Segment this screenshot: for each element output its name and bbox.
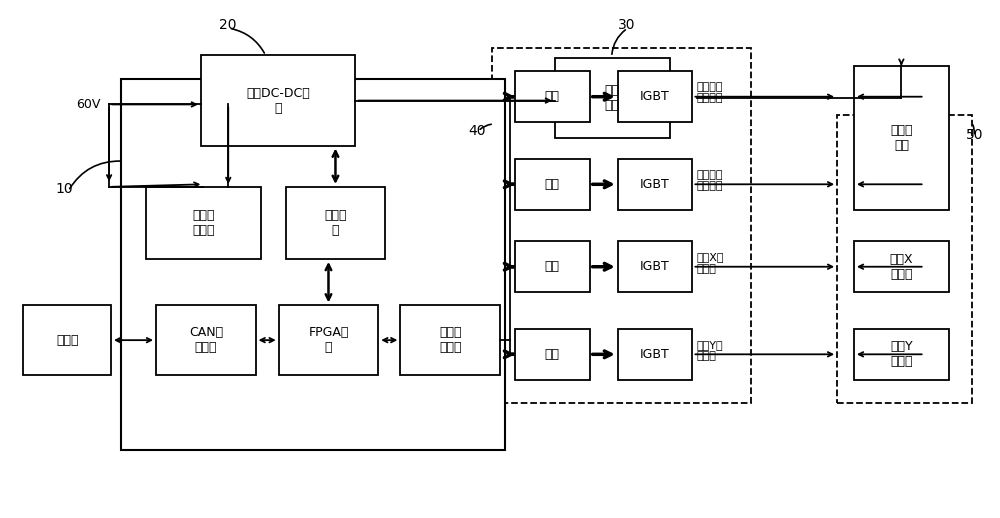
Text: 高压DC-DC模
块: 高压DC-DC模 块 xyxy=(246,87,310,114)
Text: 30: 30 xyxy=(618,18,635,32)
Text: 驱动: 驱动 xyxy=(545,348,560,361)
Bar xyxy=(854,241,949,293)
Bar xyxy=(854,328,949,380)
Text: FPGA芯
片: FPGA芯 片 xyxy=(308,326,349,354)
Bar xyxy=(515,71,590,122)
Text: 驱动: 驱动 xyxy=(545,178,560,191)
Bar xyxy=(618,159,692,210)
Bar xyxy=(618,241,692,293)
Text: 偶极X激
励信号: 偶极X激 励信号 xyxy=(696,252,724,274)
Text: 驱动: 驱动 xyxy=(545,260,560,273)
Text: 驱动: 驱动 xyxy=(545,90,560,103)
Bar xyxy=(515,241,590,293)
Text: 50: 50 xyxy=(966,128,983,142)
Bar xyxy=(837,115,972,403)
Text: 偶极X
换能器: 偶极X 换能器 xyxy=(890,253,913,281)
Text: CAN总
线端口: CAN总 线端口 xyxy=(189,326,223,354)
Bar xyxy=(156,306,256,375)
Text: 单极换
能器: 单极换 能器 xyxy=(890,124,913,152)
Bar xyxy=(286,187,385,259)
Bar xyxy=(555,58,670,138)
Text: 放电控
制信号: 放电控 制信号 xyxy=(439,326,461,354)
Text: 单极低频
激励信号: 单极低频 激励信号 xyxy=(696,170,723,192)
Bar xyxy=(400,306,500,375)
Bar xyxy=(515,159,590,210)
Text: 20: 20 xyxy=(219,18,236,32)
Bar xyxy=(618,328,692,380)
Bar xyxy=(854,66,949,210)
Bar xyxy=(121,79,505,450)
Text: IGBT: IGBT xyxy=(640,260,670,273)
Bar xyxy=(618,71,692,122)
Text: 单极高频
激励信号: 单极高频 激励信号 xyxy=(696,82,723,104)
Text: 偶极Y激
励信号: 偶极Y激 励信号 xyxy=(696,340,723,362)
Bar xyxy=(279,306,378,375)
Text: IGBT: IGBT xyxy=(640,178,670,191)
Bar xyxy=(492,48,751,403)
Bar xyxy=(23,306,111,375)
Text: 40: 40 xyxy=(468,124,486,138)
Text: IGBT: IGBT xyxy=(640,348,670,361)
Text: 充电
模块: 充电 模块 xyxy=(605,84,620,112)
Text: 上位机: 上位机 xyxy=(56,334,78,347)
Text: 偶极Y
换能器: 偶极Y 换能器 xyxy=(890,340,913,368)
Text: 控制电
压: 控制电 压 xyxy=(324,209,347,237)
Bar xyxy=(146,187,261,259)
Text: 10: 10 xyxy=(55,182,73,196)
Text: 电源转
换模块: 电源转 换模块 xyxy=(192,209,215,237)
Bar xyxy=(201,55,355,146)
Text: 60V: 60V xyxy=(76,98,101,111)
Text: IGBT: IGBT xyxy=(640,90,670,103)
Bar xyxy=(515,328,590,380)
